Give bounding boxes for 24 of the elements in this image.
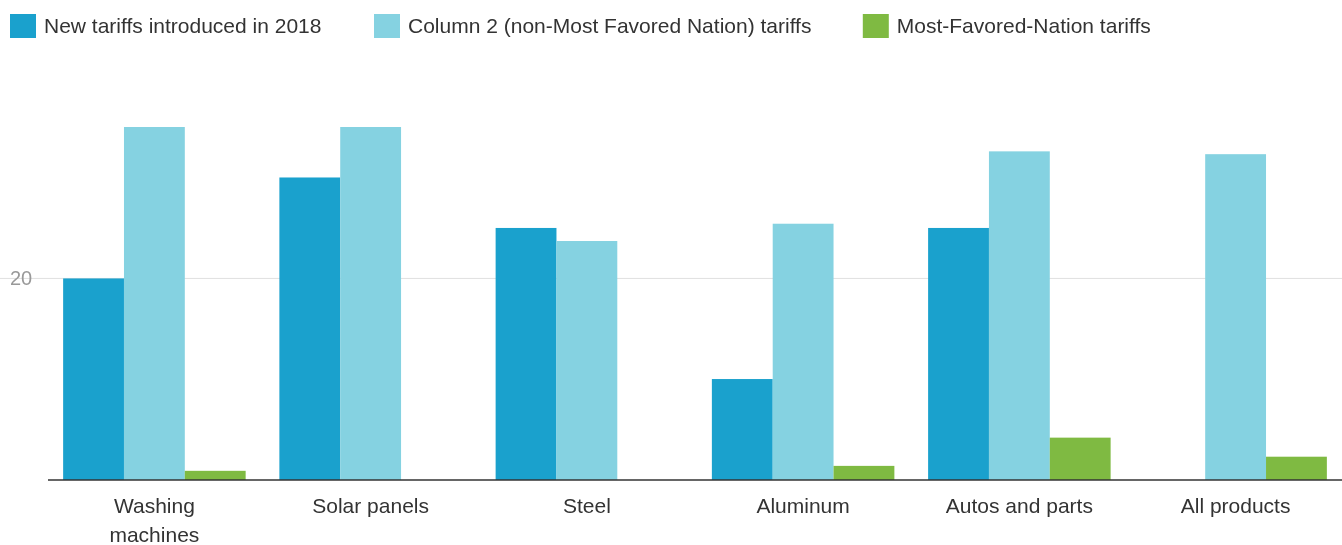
bar <box>123 127 185 480</box>
legend-label: Column 2 (non-Most Favored Nation) tariffs <box>408 14 812 37</box>
bar <box>1049 437 1111 480</box>
x-tick-label: Washing machines <box>109 494 200 545</box>
x-tick-label: Autos and parts <box>945 494 1093 517</box>
legend-label: New tariffs introduced in 2018 <box>44 14 322 37</box>
x-tick-label: Aluminum <box>756 494 850 517</box>
x-tick-label: Steel <box>562 494 611 517</box>
bar <box>711 379 773 480</box>
x-tick-label: Solar panels <box>312 494 430 517</box>
bar <box>1266 456 1327 480</box>
bar <box>772 223 834 480</box>
bar <box>833 465 895 480</box>
bar <box>63 278 124 480</box>
annotation: 20 <box>10 267 33 290</box>
bar <box>340 127 402 480</box>
legend-label: Most-Favored-Nation tariffs <box>896 14 1151 37</box>
bar <box>279 177 341 480</box>
bar <box>556 241 618 480</box>
bar <box>495 227 557 480</box>
x-tick-label: All products <box>1180 494 1291 517</box>
bar <box>928 227 989 480</box>
bar <box>1205 154 1267 480</box>
bar <box>988 151 1050 480</box>
